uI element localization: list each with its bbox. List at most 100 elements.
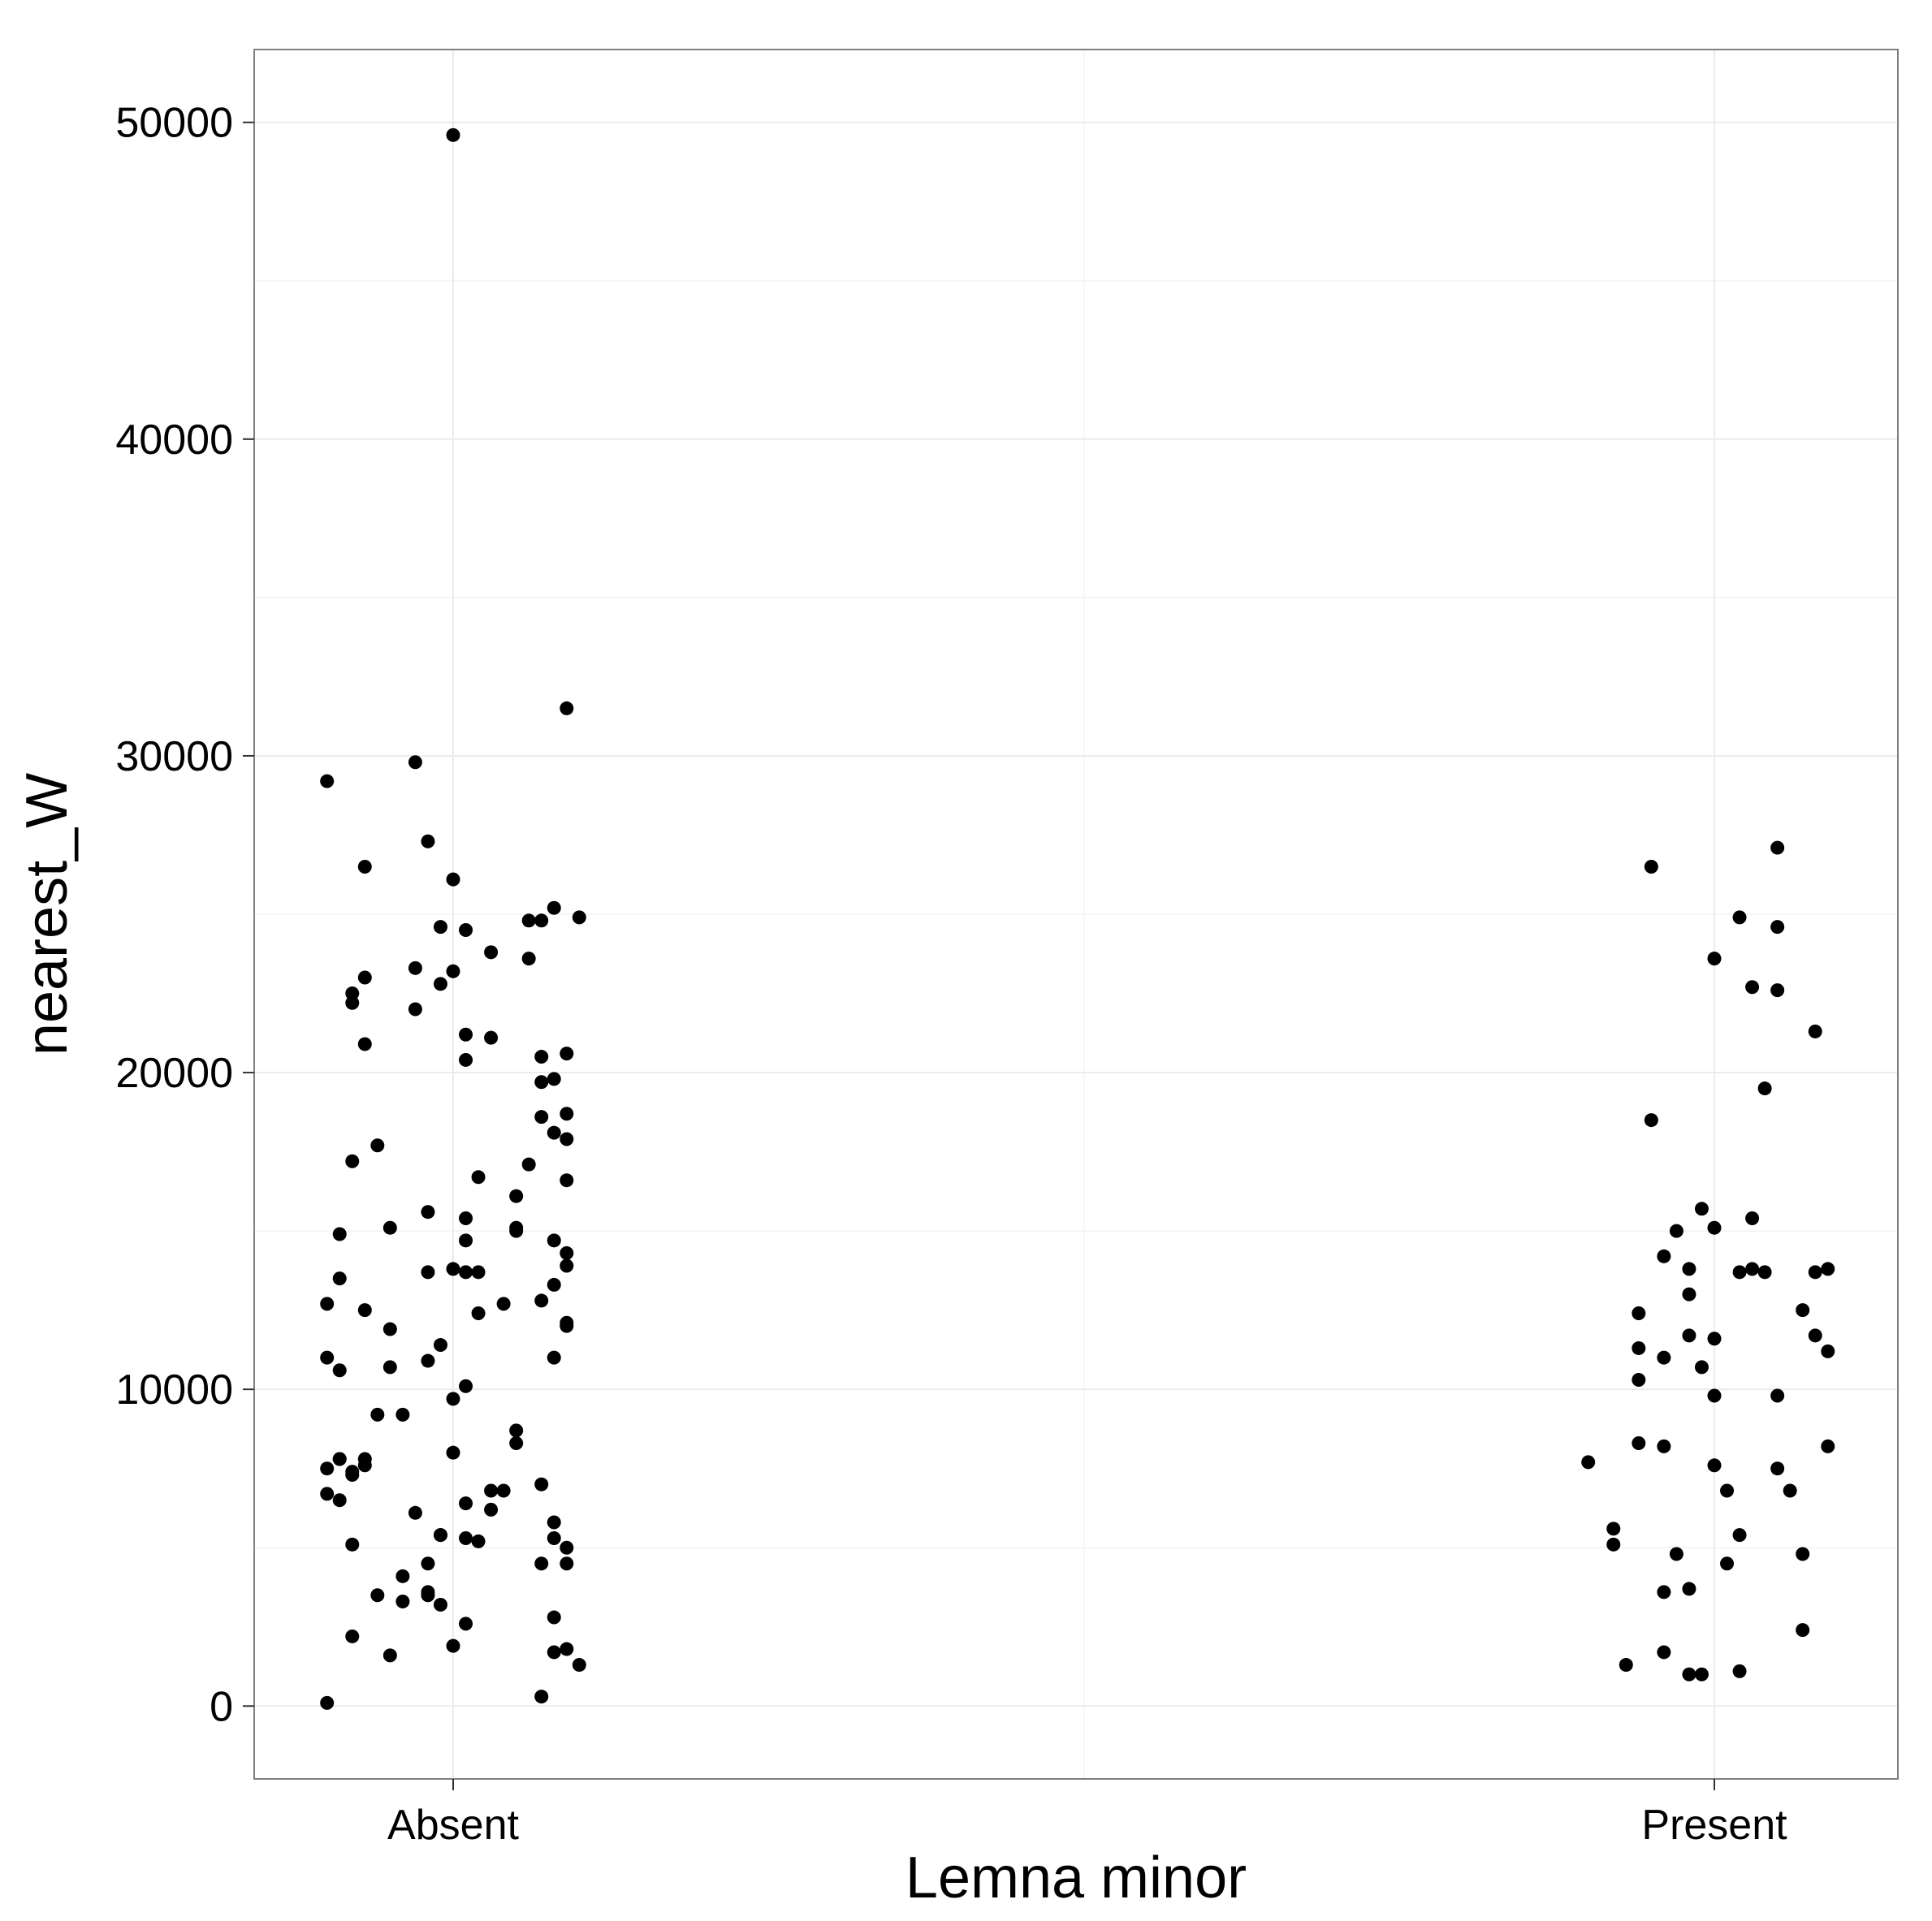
data-point-absent xyxy=(484,1502,499,1517)
data-point-absent xyxy=(383,1360,397,1375)
data-point-absent xyxy=(421,834,435,848)
data-point-present xyxy=(1821,1439,1835,1453)
data-point-absent xyxy=(383,1648,397,1663)
data-point-absent xyxy=(370,1588,385,1603)
data-point-absent xyxy=(547,1610,561,1625)
data-point-absent xyxy=(496,1297,511,1311)
data-point-present xyxy=(1694,1360,1709,1375)
data-point-present xyxy=(1707,1458,1722,1473)
data-point-absent xyxy=(534,1690,549,1704)
data-point-absent xyxy=(534,1477,549,1491)
data-point-absent xyxy=(484,1030,499,1045)
data-point-absent xyxy=(383,1220,397,1235)
data-point-present xyxy=(1606,1537,1621,1552)
data-point-absent xyxy=(484,1483,499,1498)
data-point-absent xyxy=(534,1050,549,1064)
y-tick-label: 0 xyxy=(210,1683,233,1730)
data-point-absent xyxy=(357,1037,372,1051)
data-point-present xyxy=(1821,1262,1835,1276)
data-point-absent xyxy=(459,1052,473,1067)
data-point-absent xyxy=(446,872,460,887)
data-point-absent xyxy=(320,1297,335,1311)
data-point-present xyxy=(1821,1344,1835,1358)
data-point-absent xyxy=(459,1379,473,1393)
data-point-present xyxy=(1720,1556,1735,1571)
data-point-absent xyxy=(332,1493,347,1508)
x-tick-label-absent: Absent xyxy=(387,1802,519,1849)
data-point-absent xyxy=(547,1277,561,1292)
data-point-absent xyxy=(471,1265,486,1280)
data-point-absent xyxy=(484,945,499,960)
data-point-present xyxy=(1796,1623,1810,1638)
data-point-absent xyxy=(395,1595,410,1609)
data-point-present xyxy=(1632,1306,1646,1321)
data-point-present xyxy=(1808,1265,1822,1280)
data-point-absent xyxy=(408,1002,422,1017)
data-point-absent xyxy=(345,1154,360,1168)
data-point-absent xyxy=(509,1189,524,1203)
data-point-absent xyxy=(560,1047,574,1061)
data-point-present xyxy=(1745,1211,1760,1226)
data-point-absent xyxy=(345,1537,360,1552)
data-point-absent xyxy=(433,1597,447,1612)
data-point-present xyxy=(1707,1388,1722,1403)
y-tick-label: 30000 xyxy=(115,733,233,780)
data-point-absent xyxy=(433,1528,447,1543)
data-point-present xyxy=(1783,1483,1797,1498)
data-point-present xyxy=(1796,1547,1810,1561)
data-point-present xyxy=(1657,1249,1671,1263)
data-point-present xyxy=(1682,1328,1696,1343)
data-point-absent xyxy=(332,1452,347,1466)
data-point-absent xyxy=(534,1556,549,1571)
data-point-absent xyxy=(547,1645,561,1660)
data-point-absent xyxy=(433,1338,447,1353)
y-tick-label: 20000 xyxy=(115,1050,233,1097)
data-point-absent xyxy=(345,1629,360,1643)
data-point-absent xyxy=(320,1350,335,1365)
data-point-present xyxy=(1770,840,1785,855)
data-point-absent xyxy=(320,1487,335,1501)
data-point-absent xyxy=(547,1125,561,1140)
data-point-absent xyxy=(459,1027,473,1042)
data-point-absent xyxy=(332,1227,347,1241)
data-point-present xyxy=(1732,1265,1747,1280)
data-point-absent xyxy=(320,1695,335,1710)
data-point-present xyxy=(1707,1332,1722,1346)
data-point-present xyxy=(1657,1439,1671,1453)
data-point-absent xyxy=(421,1205,435,1220)
points-layer xyxy=(320,127,1835,1710)
data-point-absent xyxy=(534,913,549,928)
data-point-present xyxy=(1720,1483,1735,1498)
data-point-absent xyxy=(408,960,422,975)
data-point-present xyxy=(1606,1522,1621,1536)
data-point-present xyxy=(1707,1220,1722,1235)
data-point-absent xyxy=(572,910,586,925)
data-point-absent xyxy=(459,1211,473,1226)
data-point-absent xyxy=(534,1110,549,1125)
data-point-absent xyxy=(421,1265,435,1280)
data-point-absent xyxy=(320,774,335,788)
data-point-present xyxy=(1657,1350,1671,1365)
data-point-absent xyxy=(421,1556,435,1571)
data-point-present xyxy=(1732,910,1747,925)
data-point-absent xyxy=(345,986,360,1001)
data-point-present xyxy=(1682,1287,1696,1302)
data-point-absent xyxy=(521,952,536,966)
data-point-present xyxy=(1682,1582,1696,1596)
data-point-absent xyxy=(357,1303,372,1318)
data-point-absent xyxy=(446,964,460,978)
data-point-present xyxy=(1632,1372,1646,1387)
data-point-absent xyxy=(332,1363,347,1378)
data-point-absent xyxy=(547,1233,561,1248)
data-point-absent xyxy=(560,701,574,715)
data-point-present xyxy=(1669,1547,1683,1561)
data-point-absent xyxy=(408,755,422,770)
data-point-present xyxy=(1757,1265,1772,1280)
data-point-present xyxy=(1657,1585,1671,1599)
x-axis-title: Lemna minor xyxy=(905,1845,1247,1910)
data-point-present xyxy=(1732,1528,1747,1543)
y-tick-label: 50000 xyxy=(115,100,233,147)
data-point-absent xyxy=(521,1157,536,1172)
data-point-present xyxy=(1732,1664,1747,1678)
data-point-absent xyxy=(446,1445,460,1460)
